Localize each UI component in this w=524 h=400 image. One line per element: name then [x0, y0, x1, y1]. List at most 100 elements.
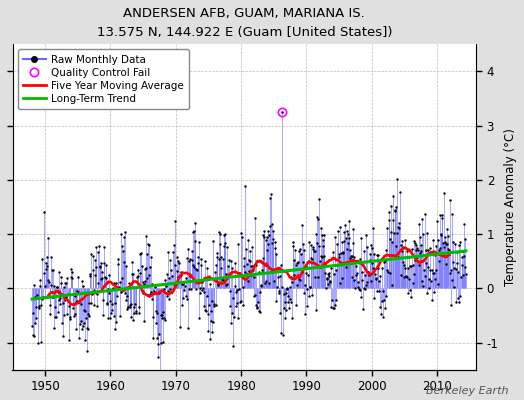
Point [148, 280, 157, 287]
Point [172, 281, 180, 288]
Point [434, 281, 442, 288]
Point [246, 248, 254, 254]
Point [271, 245, 280, 252]
Point [362, 232, 370, 238]
Point [166, 286, 174, 292]
Point [331, 302, 339, 308]
Point [442, 240, 450, 247]
Legend: Raw Monthly Data, Quality Control Fail, Five Year Moving Average, Long-Term Tren: Raw Monthly Data, Quality Control Fail, … [18, 50, 189, 109]
Point [403, 274, 411, 281]
Point [231, 283, 239, 289]
Point [49, 267, 58, 274]
Point [323, 276, 331, 282]
Point [311, 274, 319, 280]
Point [224, 272, 233, 278]
Point [157, 312, 165, 318]
Point [362, 282, 370, 288]
Point [163, 271, 171, 277]
Point [296, 277, 304, 284]
Point [138, 262, 146, 269]
Point [423, 264, 432, 270]
Point [450, 265, 458, 272]
Point [406, 287, 414, 294]
Point [60, 312, 69, 318]
Point [425, 285, 433, 292]
Point [462, 271, 470, 278]
Point [168, 272, 176, 279]
Point [219, 256, 227, 262]
Point [112, 319, 121, 326]
Point [150, 283, 159, 289]
Point [338, 239, 346, 245]
Point [428, 297, 436, 303]
Point [139, 281, 148, 287]
Point [41, 282, 49, 289]
Point [428, 266, 436, 273]
Point [191, 220, 200, 227]
Point [239, 284, 247, 290]
Point [301, 311, 310, 318]
Point [132, 308, 140, 314]
Point [230, 314, 238, 320]
Point [420, 211, 429, 217]
Point [137, 250, 145, 256]
Point [248, 244, 256, 250]
Point [77, 318, 85, 324]
Point [83, 324, 91, 331]
Point [184, 246, 192, 252]
Point [343, 246, 352, 252]
Point [135, 304, 143, 310]
Point [227, 320, 235, 326]
Point [320, 253, 329, 260]
Point [438, 215, 446, 222]
Point [311, 306, 320, 313]
Point [366, 278, 375, 284]
Point [155, 331, 163, 338]
Point [191, 238, 199, 244]
Point [348, 240, 357, 246]
Point [220, 232, 228, 238]
Point [222, 282, 231, 288]
Point [185, 258, 193, 264]
Point [279, 290, 288, 297]
Point [401, 264, 409, 271]
Point [446, 270, 454, 276]
Point [129, 310, 138, 316]
Point [223, 244, 232, 250]
Point [208, 298, 216, 305]
Point [282, 290, 290, 296]
Point [97, 275, 106, 281]
Point [224, 262, 232, 269]
Point [296, 246, 304, 252]
Point [324, 271, 332, 278]
Point [351, 259, 359, 265]
Point [411, 240, 419, 247]
Point [248, 263, 257, 270]
Point [405, 276, 413, 282]
Point [264, 241, 272, 247]
Point [293, 260, 301, 267]
Point [390, 230, 398, 236]
Point [251, 215, 259, 222]
Point [139, 289, 147, 296]
Point [238, 302, 247, 308]
Point [310, 248, 318, 254]
Point [83, 310, 92, 317]
Point [387, 229, 396, 235]
Point [193, 254, 202, 260]
Point [309, 244, 318, 250]
Point [48, 294, 56, 300]
Point [305, 292, 313, 299]
Point [126, 301, 135, 307]
Point [266, 195, 275, 201]
Point [442, 261, 451, 268]
Point [370, 295, 378, 302]
Point [322, 275, 331, 281]
Point [255, 309, 264, 315]
Point [432, 243, 441, 250]
Point [326, 304, 335, 310]
Point [292, 282, 301, 288]
Point [418, 216, 426, 222]
Point [392, 243, 400, 250]
Point [412, 242, 420, 248]
